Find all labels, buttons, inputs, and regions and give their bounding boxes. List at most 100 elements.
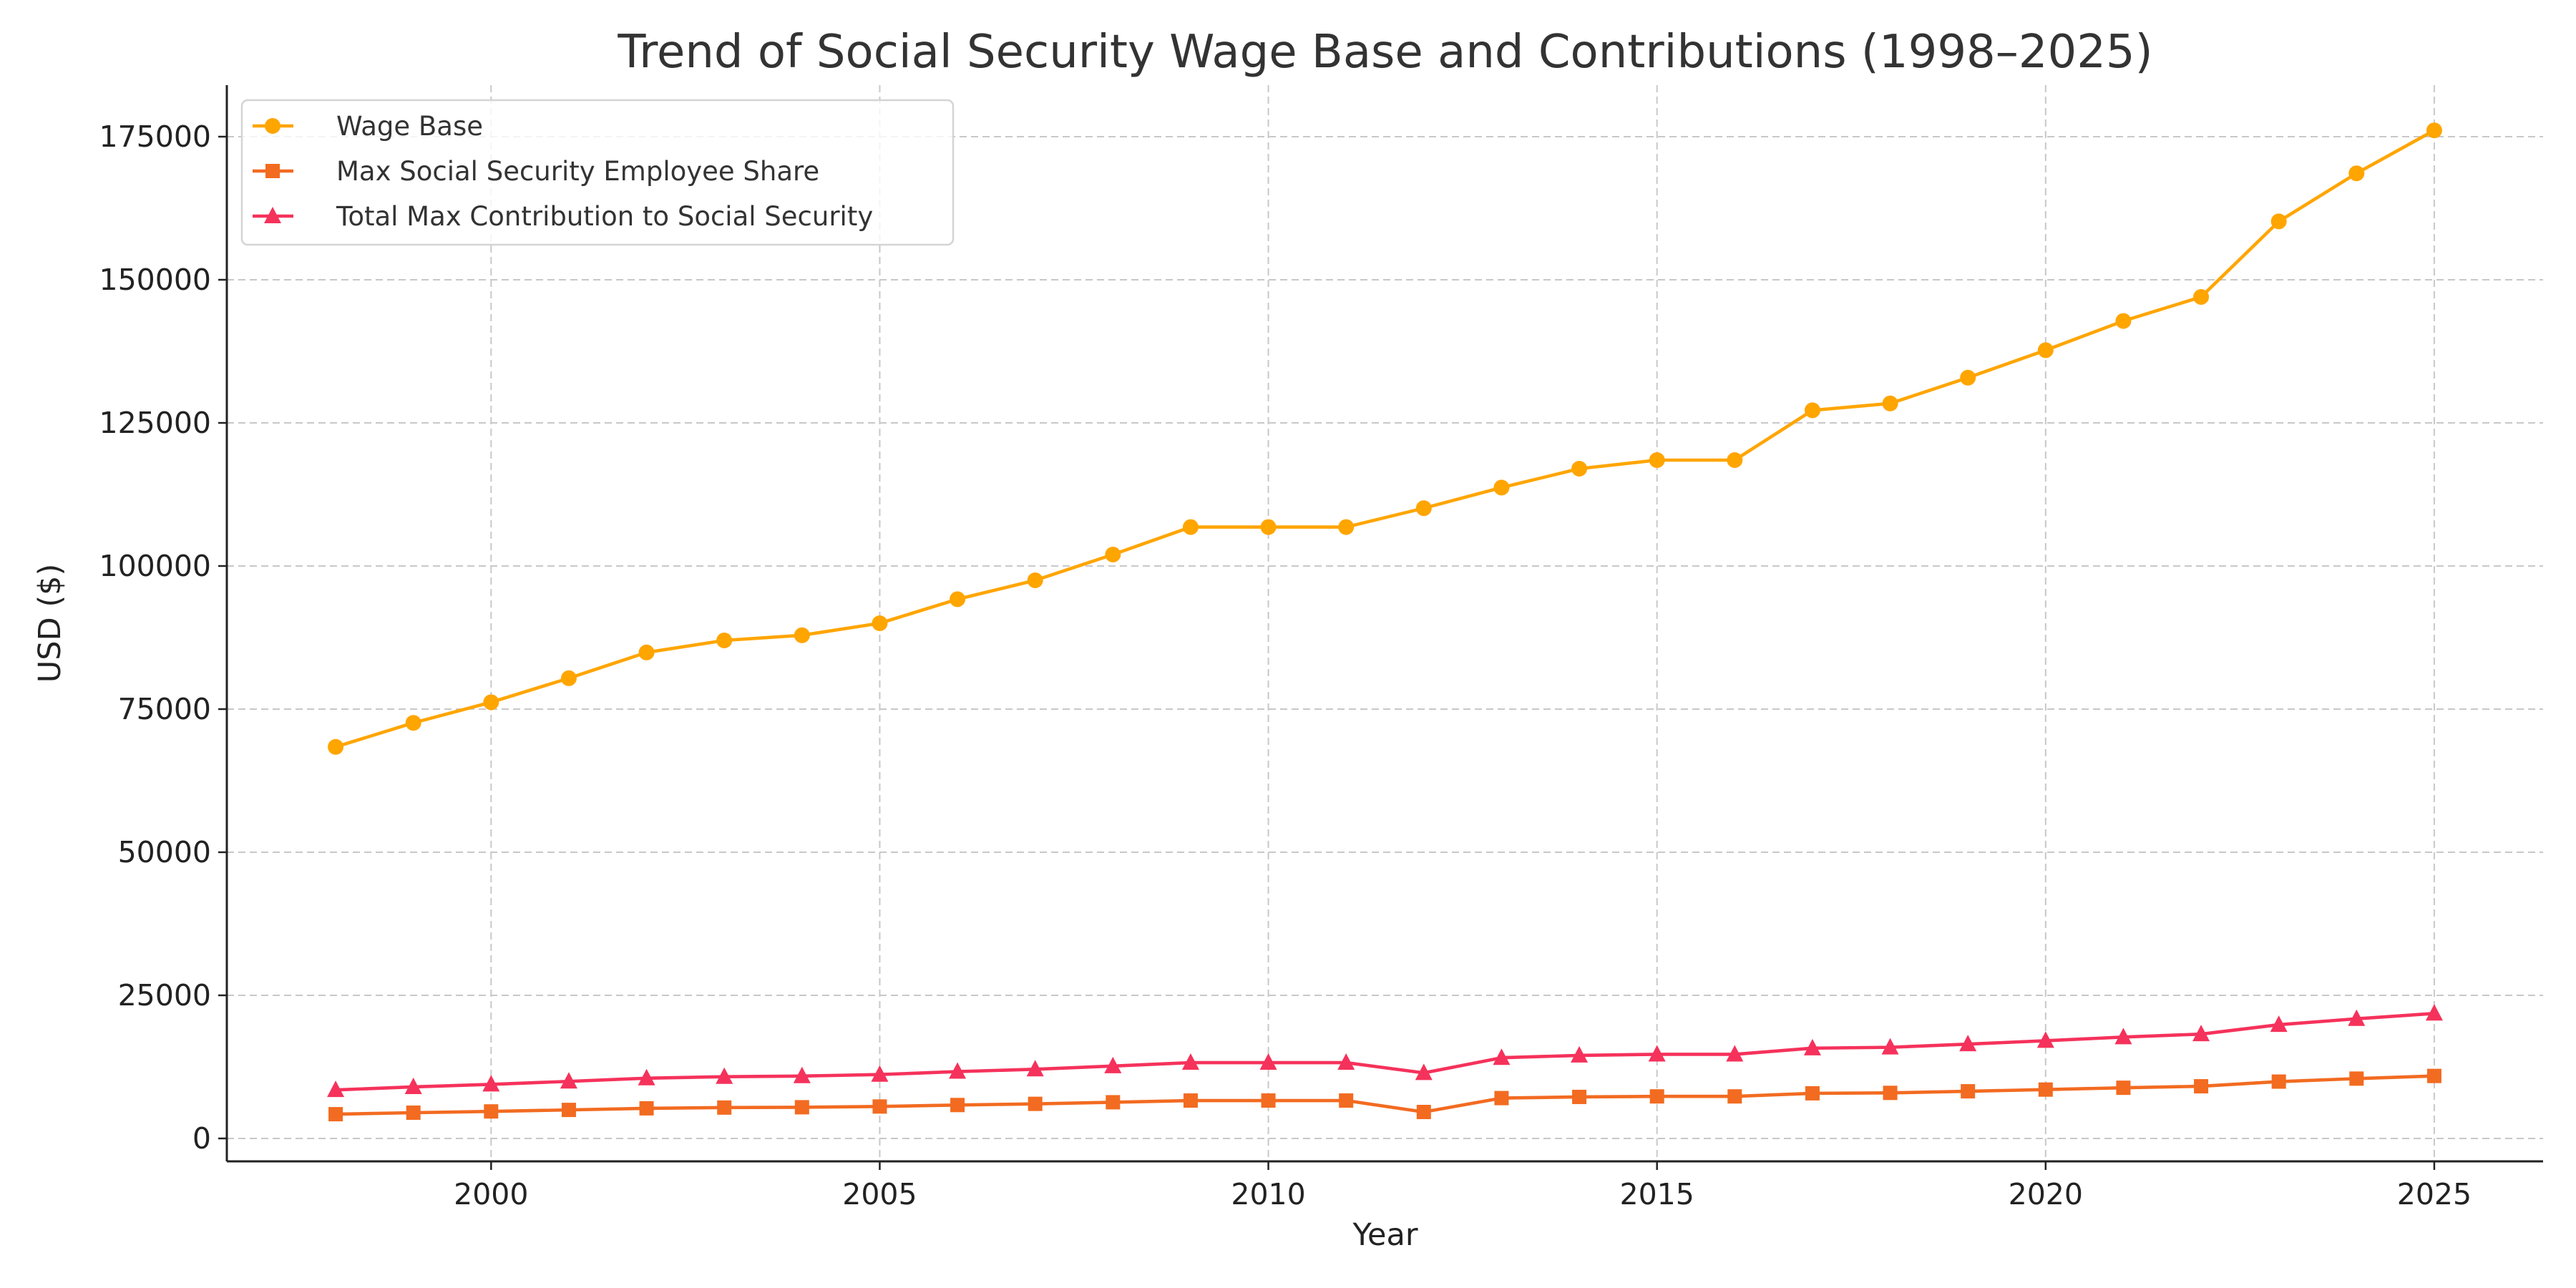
data-point xyxy=(1726,1045,1744,1062)
data-point xyxy=(1337,1053,1355,1070)
data-point xyxy=(872,615,888,631)
data-point xyxy=(406,1105,421,1120)
x-tick-label: 2015 xyxy=(1620,1177,1694,1211)
data-point xyxy=(561,1103,576,1118)
data-point xyxy=(2348,165,2365,182)
data-point xyxy=(483,694,499,711)
data-point xyxy=(2192,1025,2210,1042)
data-point xyxy=(2348,1009,2366,1026)
data-point xyxy=(794,1100,809,1115)
data-point xyxy=(793,1066,811,1083)
legend-marker-square-icon xyxy=(265,164,280,178)
legend-marker-circle-icon xyxy=(265,118,280,134)
data-point xyxy=(1260,519,1277,535)
x-axis-label: Year xyxy=(1352,1217,1418,1253)
data-point xyxy=(1259,1053,1277,1070)
data-point xyxy=(716,633,733,648)
data-point xyxy=(1104,1056,1122,1073)
data-point xyxy=(717,1100,732,1115)
data-point xyxy=(1959,1035,1977,1052)
data-point xyxy=(482,1075,500,1092)
series-line xyxy=(336,1074,2435,1116)
data-point xyxy=(2115,313,2132,329)
data-point xyxy=(1415,1063,1433,1080)
data-point xyxy=(327,1080,345,1098)
y-tick-label: 0 xyxy=(192,1121,211,1156)
legend-entry: Total Max Contribution to Social Securit… xyxy=(336,201,873,232)
data-point xyxy=(949,1062,967,1079)
data-point xyxy=(1105,547,1121,562)
data-point xyxy=(1106,1095,1121,1110)
series-line xyxy=(335,1012,2435,1092)
data-point xyxy=(872,1099,887,1114)
data-point xyxy=(950,591,966,608)
data-point xyxy=(639,1101,654,1116)
data-point xyxy=(1881,1038,1899,1055)
data-point xyxy=(484,1104,499,1119)
legend-entry: Wage Base xyxy=(336,111,483,142)
data-point xyxy=(2271,1074,2286,1089)
data-point xyxy=(1805,1085,1820,1101)
data-point xyxy=(1961,1084,1976,1099)
data-point xyxy=(1960,369,1976,386)
data-point xyxy=(405,715,421,731)
data-point xyxy=(560,1072,577,1089)
data-point xyxy=(1181,1053,1199,1070)
x-tick-label: 2000 xyxy=(454,1177,528,1211)
data-point xyxy=(1727,1089,1742,1104)
data-point xyxy=(638,644,655,660)
y-tick-label: 25000 xyxy=(118,978,211,1013)
data-point xyxy=(1416,1105,1431,1120)
data-point xyxy=(2114,1028,2132,1045)
data-point xyxy=(2270,213,2287,230)
y-tick-label: 50000 xyxy=(118,835,211,869)
data-point xyxy=(404,1077,422,1094)
data-point xyxy=(2194,1079,2209,1094)
y-tick-label: 175000 xyxy=(99,119,211,154)
series-circle xyxy=(328,122,2442,755)
data-point xyxy=(560,670,577,686)
axes: 2000 2005 2010 2015 2020 2025 0 25000 50000 75000… xyxy=(99,85,2543,1211)
data-point xyxy=(328,738,344,755)
data-point xyxy=(328,1107,343,1122)
data-point xyxy=(2270,1015,2288,1033)
data-point xyxy=(1571,461,1588,477)
series-line xyxy=(335,129,2436,748)
data-point xyxy=(2425,1004,2443,1021)
data-point xyxy=(1493,1048,1511,1065)
data-point xyxy=(1649,1089,1664,1104)
y-tick-label: 75000 xyxy=(118,692,211,726)
x-tick-label: 2020 xyxy=(2009,1177,2083,1211)
legend-marker-triangle-icon xyxy=(264,207,281,223)
series-triangle xyxy=(327,1004,2443,1098)
data-point xyxy=(1803,1038,1821,1055)
data-point xyxy=(1338,519,1355,535)
grid xyxy=(227,85,2543,1161)
data-point xyxy=(716,1067,733,1084)
data-point xyxy=(1727,452,1743,468)
data-point xyxy=(1494,1091,1509,1106)
data-point xyxy=(1261,1093,1276,1108)
x-tick-label: 2005 xyxy=(842,1177,917,1211)
data-point xyxy=(2426,122,2442,139)
data-point xyxy=(1026,1060,1044,1077)
series-square xyxy=(328,1068,2441,1122)
data-point xyxy=(1572,1089,1587,1104)
data-point xyxy=(2116,1080,2131,1096)
legend-box xyxy=(240,99,955,246)
x-tick-label: 2010 xyxy=(1231,1177,1305,1211)
legend-entry: Max Social Security Employee Share xyxy=(336,156,819,187)
legend: Wage Base Max Social Security Employee Sh… xyxy=(240,99,955,246)
data-point xyxy=(1883,1085,1898,1101)
data-point xyxy=(794,627,810,643)
data-point xyxy=(1571,1045,1589,1063)
data-point xyxy=(2193,289,2210,305)
data-point xyxy=(1415,500,1432,517)
data-point xyxy=(2426,1068,2441,1083)
data-point xyxy=(638,1068,655,1085)
y-tick-label: 150000 xyxy=(99,263,211,297)
data-point xyxy=(2036,1031,2054,1048)
data-point xyxy=(871,1065,889,1082)
data-point xyxy=(1804,402,1820,419)
